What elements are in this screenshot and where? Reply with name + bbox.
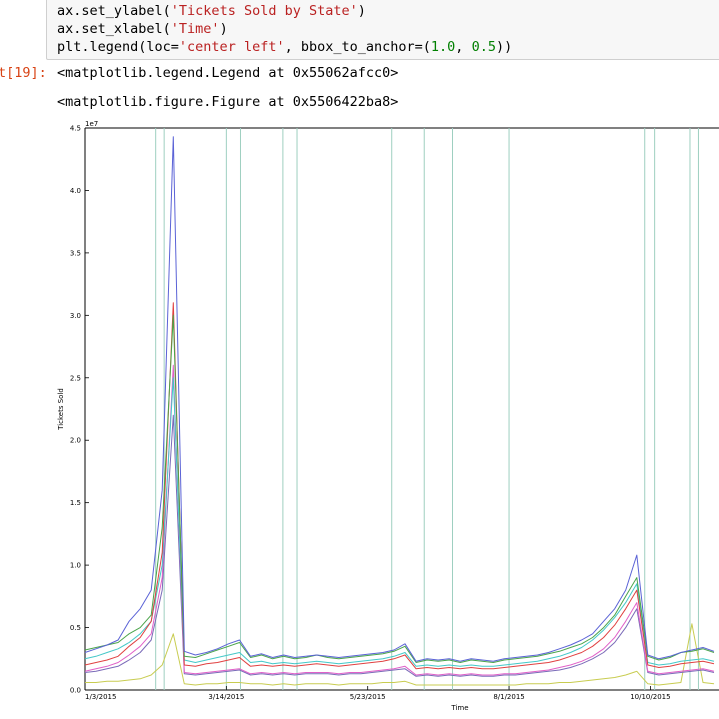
x-tick-label: 10/10/2015 — [630, 693, 670, 701]
series-line — [85, 623, 715, 686]
code-token: ) — [357, 3, 366, 19]
x-tick-label: 3/14/2015 — [208, 693, 244, 701]
code-token: ax.set_ylabel( — [57, 3, 171, 19]
code-line: ax.set_ylabel('Tickets Sold by State') — [57, 3, 366, 19]
series-line — [84, 364, 715, 676]
code-token: plt.legend(loc= — [57, 39, 179, 55]
y-tick-label: 2.5 — [70, 374, 81, 382]
y-axis-label: Tickets Sold — [57, 388, 65, 431]
code-token: , — [455, 39, 472, 55]
y-tick-label: 1.5 — [70, 499, 81, 507]
series-line — [84, 414, 715, 677]
code-token: ax.set_xlabel( — [57, 21, 171, 37]
series-line — [84, 377, 715, 667]
output-prompt: t[19]: — [0, 65, 47, 81]
x-axis-label: Time — [450, 704, 468, 712]
code-token: , bbox_to_anchor=( — [284, 39, 431, 55]
y-tick-label: 1.0 — [70, 562, 81, 570]
x-tick-label: 5/23/2015 — [350, 693, 386, 701]
y-tick-label: 0.0 — [70, 687, 81, 695]
y-tick-label: 3.5 — [70, 249, 81, 257]
x-tick-label: 1/3/2015 — [85, 693, 116, 701]
output-text-legend: <matplotlib.legend.Legend at 0x55062afcc… — [57, 65, 399, 81]
x-tick-label: 8/1/2015 — [493, 693, 524, 701]
y-offset-label: 1e7 — [85, 120, 98, 128]
y-tick-label: 2.0 — [70, 437, 81, 445]
code-token: 'Tickets Sold by State' — [170, 3, 358, 19]
series-line — [84, 302, 715, 670]
code-token: 0.5 — [471, 39, 496, 55]
code-token: ) — [219, 21, 228, 37]
y-tick-label: 0.5 — [70, 624, 81, 632]
code-line: ax.set_xlabel('Time') — [57, 21, 228, 37]
output-text-figure: <matplotlib.figure.Figure at 0x5506422ba… — [57, 94, 399, 110]
code-line: plt.legend(loc='center left', bbox_to_an… — [57, 39, 512, 55]
code-token: 'center left' — [178, 39, 285, 55]
y-tick-label: 4.5 — [70, 125, 81, 133]
code-cell-input[interactable]: ax.set_ylabel('Tickets Sold by State') a… — [46, 0, 719, 60]
series-line — [84, 314, 715, 663]
y-tick-label: 4.0 — [70, 187, 81, 195]
code-token: )) — [495, 39, 513, 55]
series-line — [84, 136, 715, 662]
y-tick-label: 3.0 — [70, 312, 81, 320]
code-token: 'Time' — [170, 21, 220, 37]
code-token: 1.0 — [430, 39, 456, 55]
